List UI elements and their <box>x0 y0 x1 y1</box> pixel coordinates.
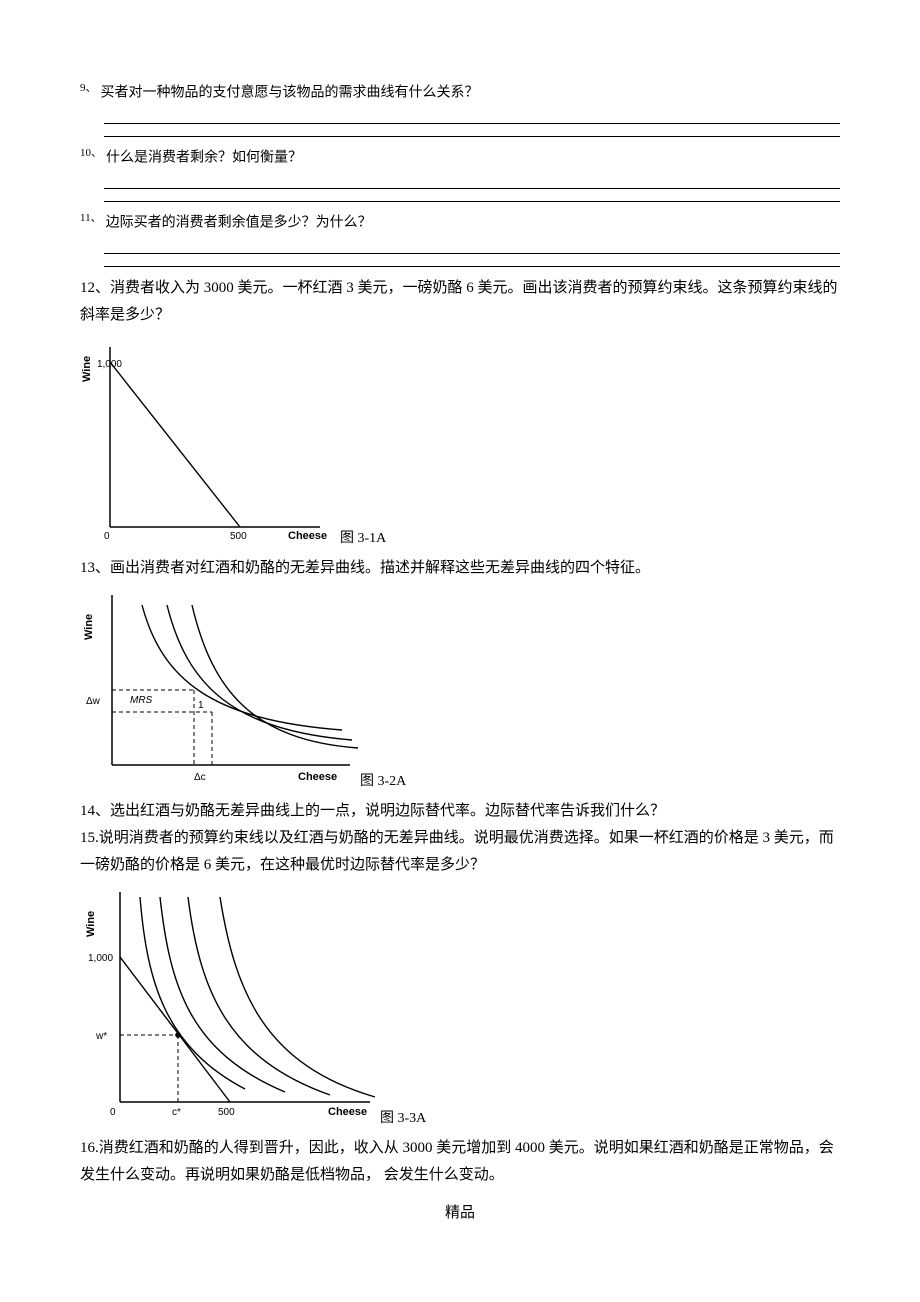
chart2-xlabel: Cheese <box>298 771 337 783</box>
chart3-origin: 0 <box>110 1107 116 1118</box>
chart2-curve-2 <box>167 605 352 740</box>
chart2-caption: 图 3-2A <box>360 770 406 790</box>
question-13: 13、画出消费者对红酒和奶酪的无差异曲线。描述并解释这些无差异曲线的四个特征。 <box>80 555 840 582</box>
question-11-body: 边际买者的消费者剩余值是多少？为什么？ <box>106 216 372 231</box>
page-body: 9、买者对一种物品的支付意愿与该物品的需求曲线有什么关系？ 10、什么是消费者剩… <box>0 0 920 1262</box>
question-11-text: 11、边际买者的消费者剩余值是多少？为什么？ <box>80 210 840 235</box>
chart3-wstar: w* <box>95 1031 107 1042</box>
question-11: 11、边际买者的消费者剩余值是多少？为什么？ <box>80 210 840 267</box>
question-15: 15.说明消费者的预算约束线以及红酒与奶酪的无差异曲线。说明最优消费选择。如果一… <box>80 825 840 879</box>
page-footer: 精品 <box>80 1201 840 1222</box>
question-10-num: 10、 <box>80 147 102 159</box>
question-11-num: 11、 <box>80 212 102 224</box>
question-16-num: 16. <box>80 1140 99 1156</box>
question-9-text: 9、买者对一种物品的支付意愿与该物品的需求曲线有什么关系？ <box>80 80 840 105</box>
chart2-mrs: MRS <box>130 695 153 706</box>
question-14-body: 选出红酒与奶酪无差异曲线上的一点，说明边际替代率。边际替代率告诉我们什么？ <box>110 803 665 819</box>
chart-3-1a-svg: Wine 1,000 0 500 Cheese <box>80 337 340 547</box>
question-14: 14、选出红酒与奶酪无差异曲线上的一点，说明边际替代率。边际替代率告诉我们什么？ <box>80 798 840 825</box>
chart-3-3a-svg: Wine 1,000 w* 0 c* 500 Cheese <box>80 887 380 1127</box>
question-14-num: 14、 <box>80 803 110 819</box>
chart-3-2a-svg: Wine Δw MRS 1 Δc Cheese <box>80 590 360 790</box>
chart3-budget-line <box>120 957 230 1102</box>
chart3-xlabel: Cheese <box>328 1106 367 1118</box>
chart2-curve-3 <box>192 605 358 748</box>
question-9: 9、买者对一种物品的支付意愿与该物品的需求曲线有什么关系？ <box>80 80 840 137</box>
chart3-cstar: c* <box>172 1107 181 1118</box>
chart1-budget-line <box>110 362 240 527</box>
question-16-body: 消费红酒和奶酪的人得到晋升，因此，收入从 3000 美元增加到 4000 美元。… <box>80 1140 834 1183</box>
question-16: 16.消费红酒和奶酪的人得到晋升，因此，收入从 3000 美元增加到 4000 … <box>80 1135 840 1189</box>
chart3-caption: 图 3-3A <box>380 1107 426 1127</box>
chart2-ylabel: Wine <box>83 614 95 640</box>
answer-line <box>104 258 840 267</box>
question-12: 12、消费者收入为 3000 美元。一杯红酒 3 美元，一磅奶酪 6 美元。画出… <box>80 275 840 329</box>
chart1-xtick: 500 <box>230 531 247 542</box>
chart3-curve-2 <box>160 897 285 1092</box>
chart3-curve-4 <box>220 897 375 1097</box>
question-12-body: 消费者收入为 3000 美元。一杯红酒 3 美元，一磅奶酪 6 美元。画出该消费… <box>80 280 838 323</box>
chart-3-1a: Wine 1,000 0 500 Cheese 图 3-1A <box>80 337 840 547</box>
question-15-body: 说明消费者的预算约束线以及红酒与奶酪的无差异曲线。说明最优消费选择。如果一杯红酒… <box>80 830 834 873</box>
chart1-caption: 图 3-1A <box>340 527 386 547</box>
chart3-ylabel: Wine <box>85 911 97 937</box>
answer-line <box>104 109 840 124</box>
chart1-ytick: 1,000 <box>97 359 122 370</box>
question-10-text: 10、什么是消费者剩余？如何衡量？ <box>80 145 840 170</box>
question-10-body: 什么是消费者剩余？如何衡量？ <box>106 151 302 166</box>
chart1-origin: 0 <box>104 531 110 542</box>
question-9-num: 9、 <box>80 82 97 94</box>
question-9-body: 买者对一种物品的支付意愿与该物品的需求曲线有什么关系？ <box>101 86 479 101</box>
question-13-body: 画出消费者对红酒和奶酪的无差异曲线。描述并解释这些无差异曲线的四个特征。 <box>110 560 650 576</box>
chart3-xtick: 500 <box>218 1107 235 1118</box>
question-13-num: 13、 <box>80 560 110 576</box>
chart2-dw: Δw <box>86 696 101 707</box>
chart1-xlabel: Cheese <box>288 530 327 542</box>
chart3-ytick: 1,000 <box>88 953 113 964</box>
chart2-one: 1 <box>198 700 204 711</box>
answer-line <box>104 239 840 254</box>
chart-3-3a: Wine 1,000 w* 0 c* 500 Cheese 图 3-3A <box>80 887 840 1127</box>
answer-line <box>104 193 840 202</box>
question-10: 10、什么是消费者剩余？如何衡量？ <box>80 145 840 202</box>
question-12-num: 12、 <box>80 280 110 296</box>
chart-3-2a: Wine Δw MRS 1 Δc Cheese 图 3-2A <box>80 590 840 790</box>
chart3-optimum-point <box>175 1032 181 1038</box>
chart2-dc: Δc <box>194 772 206 783</box>
answer-line <box>104 128 840 137</box>
question-15-num: 15. <box>80 830 99 846</box>
chart1-ylabel: Wine <box>81 356 93 382</box>
answer-line <box>104 174 840 189</box>
